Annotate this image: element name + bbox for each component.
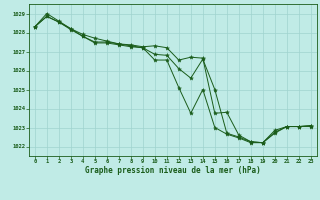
- X-axis label: Graphe pression niveau de la mer (hPa): Graphe pression niveau de la mer (hPa): [85, 166, 261, 175]
